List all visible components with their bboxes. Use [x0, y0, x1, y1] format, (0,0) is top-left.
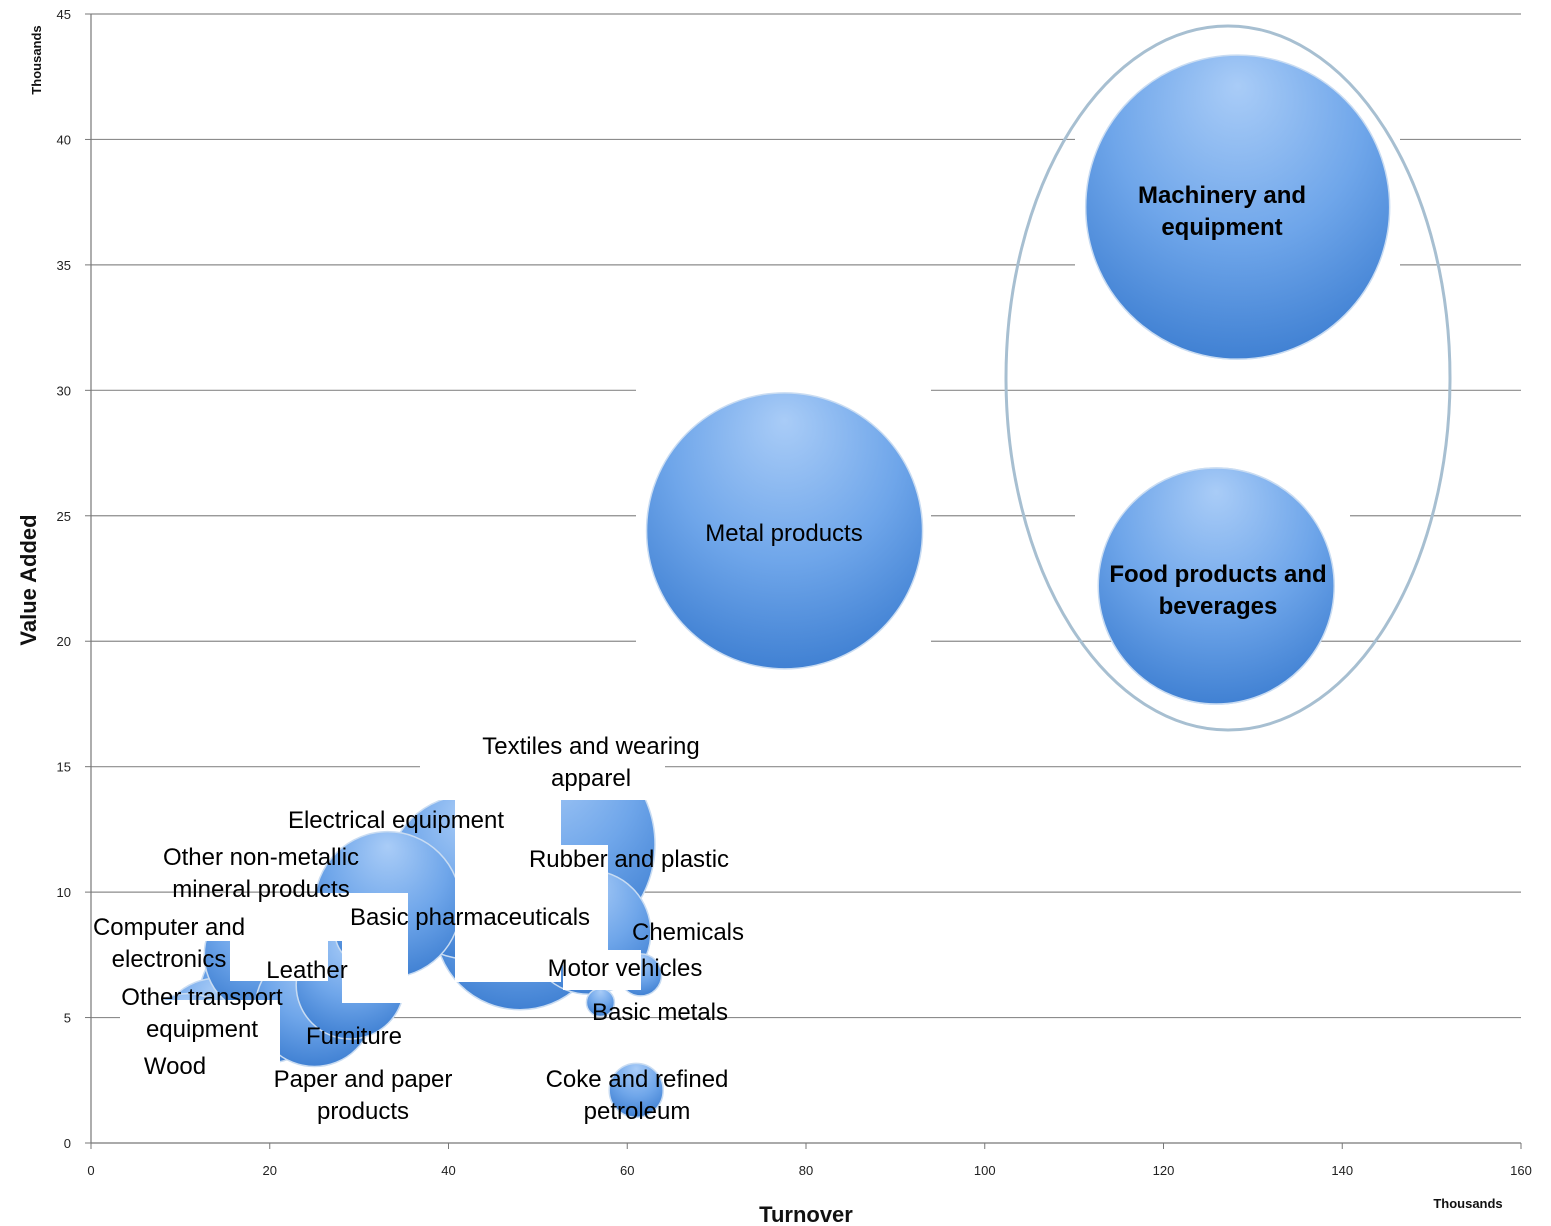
y-tick-label: 0: [64, 1136, 71, 1151]
bubble-label-textiles: apparel: [551, 765, 631, 792]
bubble-label-food: Food products and: [1109, 561, 1326, 588]
bubble-label-motor: Motor vehicles: [548, 955, 703, 982]
bubble-label-machinery: Machinery and: [1138, 182, 1306, 209]
bubble-label-furniture: Furniture: [306, 1023, 402, 1050]
y-tick-label: 5: [64, 1011, 71, 1026]
y-tick-label: 30: [57, 383, 71, 398]
bubble-label-chemicals: Chemicals: [632, 919, 744, 946]
x-tick-label: 140: [1331, 1163, 1353, 1178]
label-background: [420, 725, 665, 800]
bubble-label-nonmetallic: mineral products: [172, 876, 349, 903]
label-background: [180, 893, 378, 941]
bubble-label-leather: Leather: [266, 957, 347, 984]
y-tick-label: 15: [57, 760, 71, 775]
x-tick-label: 160: [1510, 1163, 1532, 1178]
label-background: [230, 941, 328, 981]
bubble-labels: Machinery and equipment Food products and b…: [93, 182, 1327, 1125]
y-tick-label: 40: [57, 132, 71, 147]
y-tick-label: 10: [57, 885, 71, 900]
bubble-label-rubber: Rubber and plastic: [529, 846, 729, 873]
bubble: [645, 392, 924, 670]
bubble-label-paper: Paper and paper: [274, 1066, 453, 1093]
bubble-label-pharma: Basic pharmaceuticals: [350, 904, 590, 931]
bubble-label-textiles: Textiles and wearing: [482, 733, 699, 760]
label-background: [563, 950, 641, 990]
axis-titles: Value Added Turnover Thousands Thousands: [16, 25, 1503, 1226]
y-tick-label: 45: [57, 7, 71, 22]
bubble-label-coke: petroleum: [584, 1098, 691, 1125]
bubble-label-wood: Wood: [144, 1053, 206, 1080]
y-tick-label: 35: [57, 258, 71, 273]
x-tick-label: 80: [799, 1163, 813, 1178]
bubble: [1084, 54, 1391, 360]
x-tick-label: 20: [263, 1163, 277, 1178]
bubble: [608, 1062, 664, 1119]
x-tick-label: 100: [974, 1163, 996, 1178]
bubble-label-transport: Other transport: [121, 984, 283, 1011]
label-background: [512, 845, 608, 965]
highlight-group: [1004, 24, 1452, 732]
bubble-label-paper: products: [317, 1098, 409, 1125]
x-tick-label: 60: [620, 1163, 634, 1178]
label-background: [120, 1000, 280, 1110]
x-axis-title: Turnover: [759, 1202, 853, 1226]
bubble-label-food: beverages: [1159, 593, 1278, 620]
bubble-label-transport: equipment: [146, 1016, 258, 1043]
bubble-label-nonmetallic: Other non-metallic: [163, 844, 359, 871]
bubble-label-coke: Coke and refined: [546, 1066, 729, 1093]
bubble-label-computer: Computer and: [93, 914, 245, 941]
y-axis-title: Value Added: [16, 514, 41, 645]
label-backgrounds: [120, 20, 1400, 1110]
highlight-ellipse: [1004, 24, 1452, 732]
bubble-label-computer: electronics: [112, 946, 227, 973]
y-tick-label: 25: [57, 509, 71, 524]
x-tick-label: 0: [87, 1163, 94, 1178]
bubble-label-machinery: equipment: [1161, 214, 1282, 241]
y-tick-label: 20: [57, 634, 71, 649]
bubble-label-metal: Metal products: [705, 520, 862, 547]
bubble-label-electrical: Electrical equipment: [288, 807, 504, 834]
bubble: [1097, 467, 1335, 705]
x-tick-label: 40: [441, 1163, 455, 1178]
bubble-label-basicmetals: Basic metals: [592, 999, 728, 1026]
y-units-label: Thousands: [29, 25, 44, 94]
x-units-label: Thousands: [1433, 1196, 1502, 1211]
x-tick-label: 120: [1153, 1163, 1175, 1178]
axes: 0 5 10 15 20 25 30 35 40 45 0 20 40 60 80 100 120 140 160: [57, 7, 1532, 1178]
